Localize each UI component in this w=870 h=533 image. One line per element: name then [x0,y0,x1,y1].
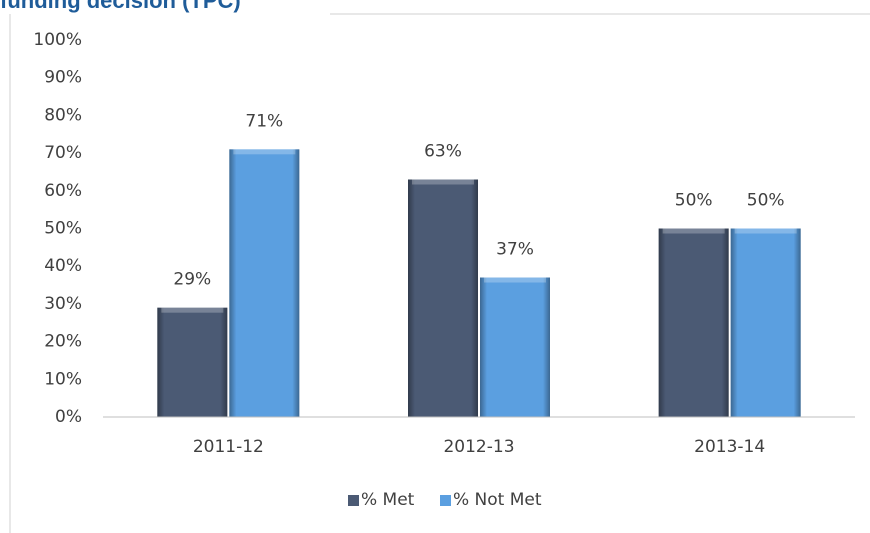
x-tick-label: 2011-12 [193,437,264,457]
x-tick-label: 2013-14 [694,437,765,457]
y-tick-label: 0% [55,407,82,427]
data-label: 37% [496,240,534,260]
y-tick-label: 90% [44,68,82,88]
bar-bevel [480,277,550,417]
bar-bevel-top [412,179,474,185]
x-tick-label: 2012-13 [443,437,514,457]
data-label: 71% [245,111,283,131]
legend-label: % Met [361,490,415,510]
bar-bevel [658,228,729,417]
y-tick-label: 80% [44,105,82,125]
legend-swatch [440,495,451,506]
y-tick-label: 40% [44,256,82,276]
chart-title: funding decision (TPC) [0,0,241,13]
bar-bevel [157,307,228,417]
data-label: 50% [675,191,713,211]
y-tick-label: 50% [44,219,82,239]
data-label: 50% [747,191,785,211]
bar-bevel-top [161,307,224,313]
data-label: 63% [424,141,462,161]
bar-bevel-top [233,149,296,155]
data-label: 29% [173,270,211,290]
y-tick-label: 60% [44,181,82,201]
legend-swatch [348,495,359,506]
y-tick-label: 20% [44,332,82,352]
y-tick-label: 100% [33,30,82,50]
legend-label: % Not Met [453,490,542,510]
y-tick-label: 30% [44,294,82,314]
bar-bevel-top [484,277,546,283]
bar-bevel-top [662,228,725,234]
bar-bevel [730,228,801,417]
bar-bevel [229,149,300,417]
y-tick-label: 10% [44,369,82,389]
y-tick-label: 70% [44,143,82,163]
bar-bevel-top [734,228,797,234]
bar-bevel [408,179,478,417]
